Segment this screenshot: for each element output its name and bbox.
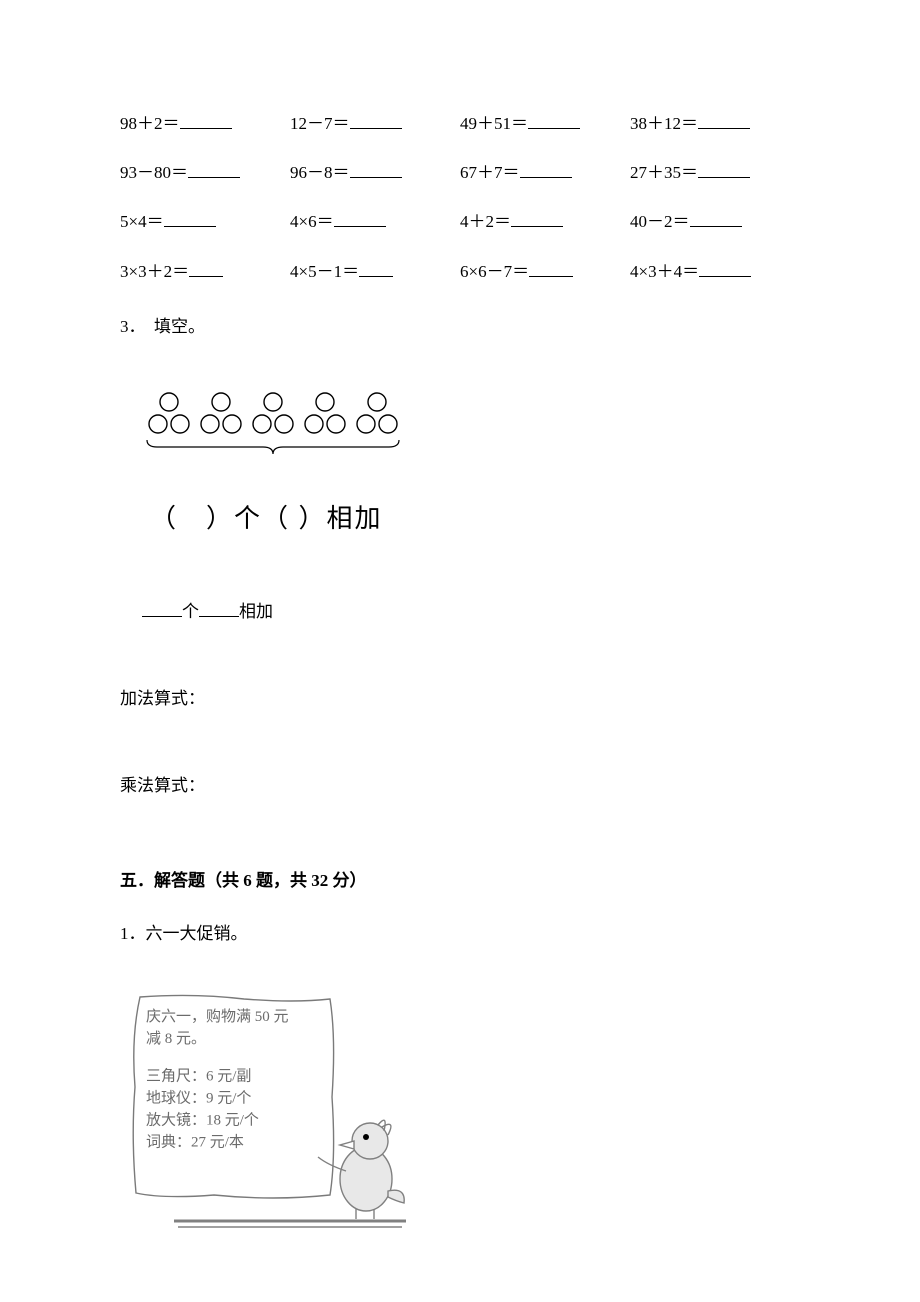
equation-text: 67＋7＝ xyxy=(460,163,520,182)
equation-cell: 12－7＝ xyxy=(290,110,460,137)
circle-groups-icon xyxy=(140,388,430,462)
svg-text:放大镜：18 元/个: 放大镜：18 元/个 xyxy=(146,1111,259,1129)
answer-blank[interactable] xyxy=(334,210,386,227)
equation-text: 98＋2＝ xyxy=(120,114,180,133)
equation-cell: 5×4＝ xyxy=(120,208,290,235)
fill-in-line: 个 相加 xyxy=(142,598,800,625)
equation-cell: 38＋12＝ xyxy=(630,110,800,137)
answer-blank[interactable] xyxy=(698,112,750,129)
equation-text: 93－80＝ xyxy=(120,163,188,182)
fill-blank-count[interactable] xyxy=(142,600,182,617)
fill-blank-addend[interactable] xyxy=(199,600,239,617)
answer-blank[interactable] xyxy=(180,112,232,129)
answer-blank[interactable] xyxy=(189,260,223,277)
svg-text:词典：27 元/本: 词典：27 元/本 xyxy=(146,1134,244,1151)
equation-cell: 67＋7＝ xyxy=(460,159,630,186)
answer-blank[interactable] xyxy=(529,260,573,277)
multiplication-expression-label: 乘法算式： xyxy=(120,772,800,799)
answer-blank[interactable] xyxy=(699,260,751,277)
fill-suffix: 相加 xyxy=(239,602,273,621)
equation-cell: 40－2＝ xyxy=(630,208,800,235)
equation-text: 4＋2＝ xyxy=(460,212,511,231)
equation-text: 96－8＝ xyxy=(290,163,350,182)
equation-text: 49＋51＝ xyxy=(460,114,528,133)
equation-cell: 4×6＝ xyxy=(290,208,460,235)
answer-blank[interactable] xyxy=(164,210,216,227)
equation-text: 5×4＝ xyxy=(120,212,164,231)
answer-blank[interactable] xyxy=(520,161,572,178)
equation-text: 4×5－1＝ xyxy=(290,262,359,281)
equation-text: 6×6－7＝ xyxy=(460,262,529,281)
equation-text: 4×3＋4＝ xyxy=(630,262,699,281)
svg-text:减 8 元。: 减 8 元。 xyxy=(146,1030,206,1047)
answer-blank[interactable] xyxy=(188,161,240,178)
circles-figure xyxy=(140,388,800,462)
equation-cell: 49＋51＝ xyxy=(460,110,630,137)
promo-figure: 庆六一，购物满 50 元减 8 元。三角尺：6 元/副地球仪：9 元/个放大镜：… xyxy=(120,989,800,1257)
answer-blank[interactable] xyxy=(698,161,750,178)
equation-text: 38＋12＝ xyxy=(630,114,698,133)
equation-text: 27＋35＝ xyxy=(630,163,698,182)
answer-blank[interactable] xyxy=(528,112,580,129)
answer-blank[interactable] xyxy=(350,161,402,178)
answer-blank[interactable] xyxy=(690,210,742,227)
question-3-label: 3． 填空。 xyxy=(120,313,800,340)
answer-blank[interactable] xyxy=(350,112,402,129)
equation-cell: 96－8＝ xyxy=(290,159,460,186)
promo-poster-icon: 庆六一，购物满 50 元减 8 元。三角尺：6 元/副地球仪：9 元/个放大镜：… xyxy=(120,989,430,1249)
section-5-header: 五．解答题（共 6 题，共 32 分） xyxy=(120,867,800,894)
figure-caption: （ ）个（ ）相加 xyxy=(150,498,800,540)
equation-cell: 4×3＋4＝ xyxy=(630,258,800,285)
fill-mid: 个 xyxy=(182,602,199,621)
svg-text:庆六一，购物满 50 元: 庆六一，购物满 50 元 xyxy=(146,1008,289,1025)
equation-cell: 93－80＝ xyxy=(120,159,290,186)
equation-cell: 4×5－1＝ xyxy=(290,258,460,285)
equation-text: 4×6＝ xyxy=(290,212,334,231)
answer-blank[interactable] xyxy=(359,260,393,277)
answer-blank[interactable] xyxy=(511,210,563,227)
svg-text:三角尺：6 元/副: 三角尺：6 元/副 xyxy=(146,1068,251,1085)
svg-text:地球仪：9 元/个: 地球仪：9 元/个 xyxy=(146,1090,251,1107)
equation-text: 40－2＝ xyxy=(630,212,690,231)
equation-cell: 4＋2＝ xyxy=(460,208,630,235)
equation-grid: 98＋2＝ 12－7＝ 49＋51＝ 38＋12＝ 93－80＝ 96－8＝ 6… xyxy=(120,110,800,285)
equation-text: 3×3＋2＝ xyxy=(120,262,189,281)
equation-cell: 98＋2＝ xyxy=(120,110,290,137)
equation-cell: 27＋35＝ xyxy=(630,159,800,186)
equation-cell: 3×3＋2＝ xyxy=(120,258,290,285)
equation-text: 12－7＝ xyxy=(290,114,350,133)
question-5-1-label: 1．六一大促销。 xyxy=(120,920,800,947)
equation-cell: 6×6－7＝ xyxy=(460,258,630,285)
addition-expression-label: 加法算式： xyxy=(120,685,800,712)
